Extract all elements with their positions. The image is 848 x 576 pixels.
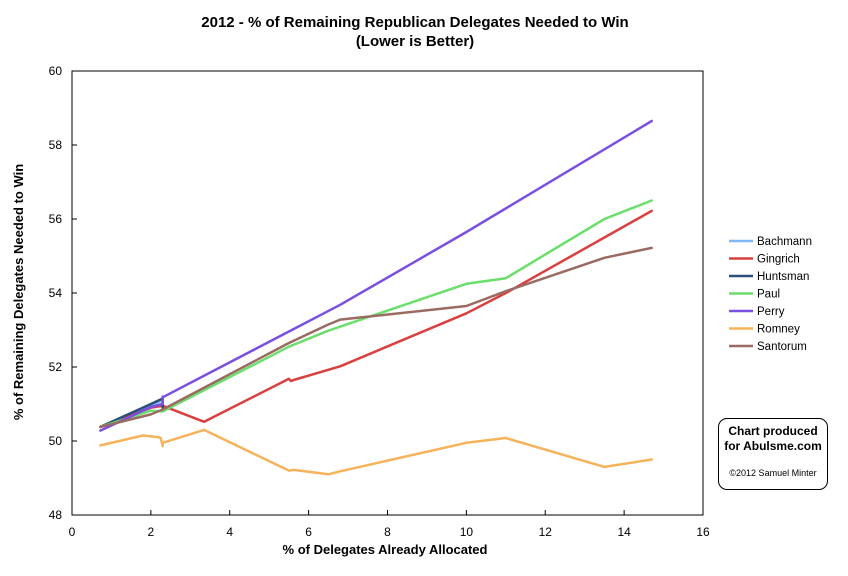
legend: Bachmann Gingrich Huntsman Paul Perry Romney S… bbox=[729, 236, 812, 353]
y-tick-label: 50 bbox=[49, 434, 63, 448]
series-line-gingrich bbox=[99, 209, 653, 429]
x-tick-label: 4 bbox=[226, 525, 233, 539]
legend-label-gingrich: Gingrich bbox=[757, 254, 800, 266]
x-axis: 0 2 4 6 8 10 12 14 16 bbox=[69, 510, 710, 539]
chart-title: 2012 - % of Remaining Republican Delegat… bbox=[201, 14, 628, 31]
plot-border bbox=[71, 70, 704, 516]
x-tick-label: 10 bbox=[460, 525, 474, 539]
y-tick-label: 52 bbox=[49, 360, 63, 374]
x-tick-label: 2 bbox=[148, 525, 155, 539]
x-tick-label: 12 bbox=[539, 525, 553, 539]
credit-box: Chart produced for Abulsme.com ©2012 Sam… bbox=[718, 418, 828, 490]
chart-subtitle: (Lower is Better) bbox=[356, 33, 474, 50]
credit-line-1: Chart produced bbox=[728, 424, 818, 438]
x-tick-label: 16 bbox=[696, 525, 710, 539]
legend-label-huntsman: Huntsman bbox=[757, 271, 809, 283]
legend-label-perry: Perry bbox=[757, 306, 785, 318]
series-lines bbox=[99, 119, 653, 476]
series-line-santorum bbox=[99, 246, 653, 429]
credit-copyright: ©2012 Samuel Minter bbox=[729, 468, 817, 478]
y-tick-label: 56 bbox=[49, 212, 63, 226]
y-tick-label: 48 bbox=[49, 508, 63, 522]
legend-label-romney: Romney bbox=[757, 324, 800, 336]
x-tick-label: 14 bbox=[617, 525, 631, 539]
y-axis-label: % of Remaining Delegates Needed to Win bbox=[11, 164, 26, 420]
legend-label-paul: Paul bbox=[757, 289, 780, 301]
credit-line-2: for Abulsme.com bbox=[724, 439, 822, 453]
series-line-paul bbox=[99, 199, 653, 429]
y-tick-label: 58 bbox=[49, 138, 63, 152]
series-line-romney bbox=[99, 428, 653, 476]
plot-area bbox=[71, 70, 704, 516]
y-tick-label: 60 bbox=[49, 64, 63, 78]
legend-label-santorum: Santorum bbox=[757, 341, 807, 353]
y-tick-label: 54 bbox=[49, 286, 63, 300]
x-axis-label: % of Delegates Already Allocated bbox=[283, 542, 488, 557]
series-line-perry bbox=[99, 119, 653, 432]
y-axis: 48 50 52 54 56 58 60 bbox=[49, 64, 77, 522]
x-tick-label: 6 bbox=[305, 525, 312, 539]
legend-label-bachmann: Bachmann bbox=[757, 236, 812, 248]
x-tick-label: 8 bbox=[384, 525, 391, 539]
x-tick-label: 0 bbox=[69, 525, 76, 539]
